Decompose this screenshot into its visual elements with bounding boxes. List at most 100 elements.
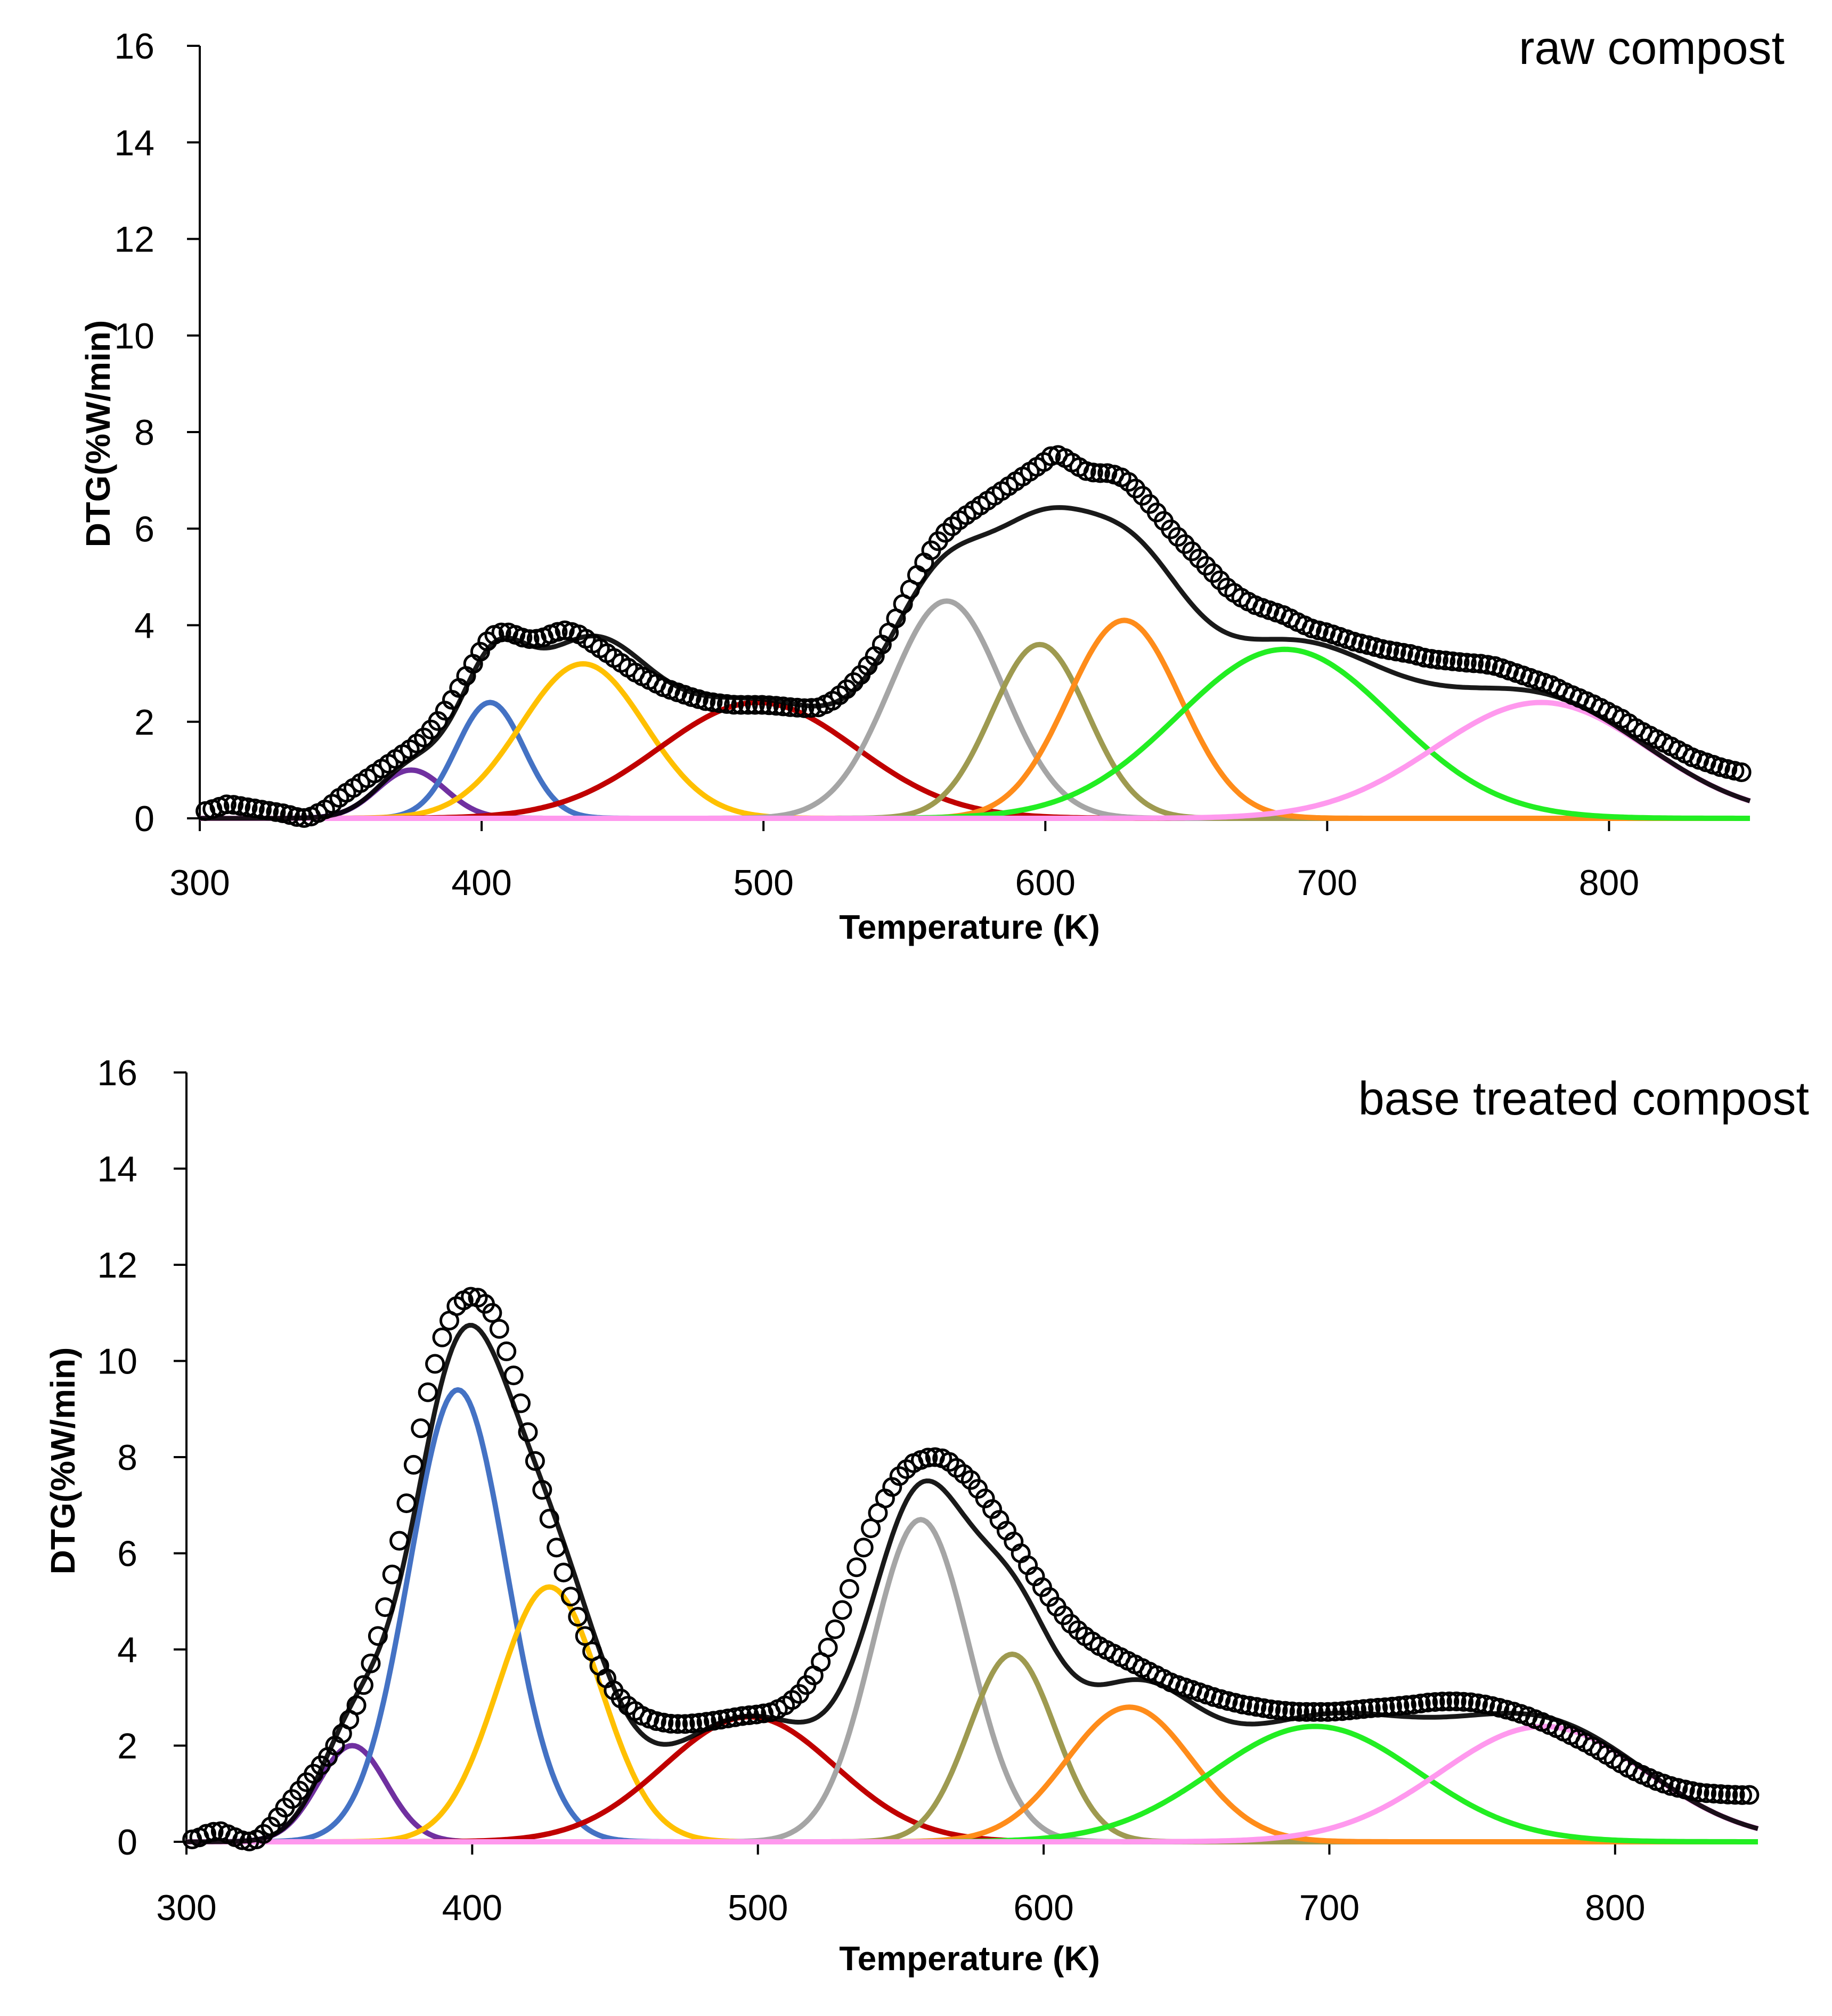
data-point <box>287 807 307 827</box>
data-point <box>661 1713 681 1734</box>
data-point <box>710 693 730 713</box>
data-point <box>1346 1700 1366 1720</box>
data-point <box>1475 1694 1495 1714</box>
data-point <box>1354 1699 1374 1719</box>
data-point <box>403 1454 424 1475</box>
y-axis-title: DTG(%W/min) <box>44 1347 82 1575</box>
data-point <box>518 1422 538 1442</box>
y-tick-label: 8 <box>117 1437 137 1478</box>
data-point <box>1428 649 1448 670</box>
y-tick-label: 16 <box>97 1053 137 1093</box>
data-point <box>825 1619 845 1639</box>
data-point <box>704 1711 724 1731</box>
x-tick-label: 500 <box>728 1888 788 1928</box>
data-point <box>361 1653 381 1673</box>
data-point <box>759 695 779 716</box>
data-point <box>1232 1694 1252 1714</box>
y-tick-label: 6 <box>117 1534 137 1574</box>
data-point <box>1418 1693 1438 1713</box>
component-curve <box>200 700 1751 821</box>
data-point <box>532 1480 552 1500</box>
x-tick-label: 400 <box>442 1888 502 1928</box>
data-point <box>382 1564 402 1584</box>
data-point <box>512 628 533 648</box>
data-point <box>1443 651 1463 671</box>
x-tick-label: 500 <box>733 863 793 903</box>
data-point <box>832 1600 852 1620</box>
data-point <box>1482 1696 1502 1716</box>
data-point <box>368 1626 388 1646</box>
data-point <box>560 1587 581 1607</box>
data-point <box>1041 446 1061 466</box>
data-point <box>1731 762 1752 782</box>
data-point <box>801 698 821 718</box>
data-point <box>732 1706 752 1726</box>
data-point <box>1375 1697 1395 1717</box>
data-point <box>1393 643 1413 663</box>
data-point <box>716 694 737 714</box>
data-point <box>696 691 716 711</box>
x-tick-label: 300 <box>156 1888 216 1928</box>
y-tick-label: 14 <box>97 1149 137 1190</box>
y-tick-label: 2 <box>134 702 154 743</box>
x-tick-label: 300 <box>169 863 230 903</box>
fitted-curve <box>186 1322 1759 1844</box>
component-curve <box>186 1724 1758 1844</box>
data-point <box>703 692 723 712</box>
data-point <box>696 1712 716 1732</box>
data-point <box>389 1531 410 1551</box>
data-point <box>1411 1693 1431 1713</box>
x-tick-label: 600 <box>1013 1888 1073 1928</box>
data-point <box>548 622 568 642</box>
data-point <box>425 1354 445 1374</box>
data-point <box>1304 1702 1324 1722</box>
y-tick-label: 10 <box>114 316 154 356</box>
data-point <box>1446 1692 1467 1711</box>
data-point <box>1432 1692 1452 1712</box>
data-point <box>745 695 765 715</box>
y-tick-label: 12 <box>114 220 154 260</box>
data-point <box>818 1637 838 1657</box>
data-point <box>1389 1696 1410 1716</box>
data-point <box>861 1518 881 1539</box>
y-tick-label: 2 <box>117 1726 137 1767</box>
component-curve <box>200 598 1750 821</box>
data-point <box>787 697 808 718</box>
y-tick-label: 0 <box>134 799 154 839</box>
fitted-curve <box>200 505 1751 821</box>
data-point <box>739 1705 760 1725</box>
data-point <box>1404 1694 1424 1714</box>
data-point <box>752 695 772 715</box>
x-tick-label: 800 <box>1579 863 1639 903</box>
data-point <box>203 1822 224 1842</box>
data-point <box>1732 1785 1752 1805</box>
data-point <box>396 1493 417 1514</box>
data-point <box>1386 641 1406 662</box>
data-point <box>489 1319 509 1339</box>
data-point <box>836 679 857 700</box>
y-tick-label: 16 <box>114 26 154 67</box>
data-point <box>259 801 279 821</box>
data-point <box>539 1509 559 1529</box>
y-tick-label: 8 <box>134 412 154 453</box>
data-point <box>1697 1783 1716 1803</box>
data-point <box>1471 654 1491 674</box>
y-tick-label: 6 <box>134 509 154 549</box>
data-point <box>375 1597 395 1617</box>
data-point <box>738 695 758 715</box>
data-point <box>682 1713 702 1734</box>
data-point <box>232 1830 253 1850</box>
data-point <box>1332 1701 1353 1721</box>
data-point <box>525 1451 545 1471</box>
data-point <box>411 1418 431 1438</box>
data-point <box>846 1557 867 1578</box>
data-point <box>1436 651 1456 671</box>
data-point <box>773 696 793 717</box>
data-point <box>1090 463 1110 483</box>
data-point <box>1454 1692 1473 1712</box>
y-tick-label: 4 <box>117 1630 137 1670</box>
data-point <box>1239 1696 1259 1716</box>
x-tick-label: 700 <box>1299 1888 1359 1928</box>
data-point <box>1218 1691 1238 1711</box>
